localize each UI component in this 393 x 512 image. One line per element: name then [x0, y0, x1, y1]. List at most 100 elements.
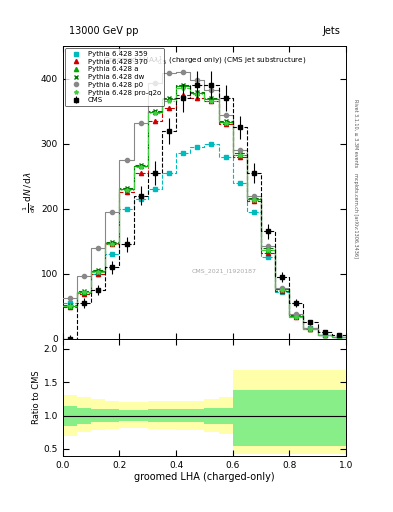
Pythia 6.428 dw	[167, 95, 171, 101]
Pythia 6.428 dw	[138, 162, 143, 168]
Pythia 6.428 pro-q2o	[223, 120, 228, 126]
Text: Jets: Jets	[322, 26, 340, 36]
Pythia 6.428 dw	[209, 95, 214, 101]
Pythia 6.428 370	[152, 118, 157, 124]
Pythia 6.428 a	[181, 83, 185, 90]
Pythia 6.428 370	[82, 291, 86, 297]
Pythia 6.428 pro-q2o	[181, 84, 185, 91]
Y-axis label: $\frac{1}{\mathrm{d}N}\,\mathrm{d}N\,/\,\mathrm{d}\lambda$: $\frac{1}{\mathrm{d}N}\,\mathrm{d}N\,/\,…	[21, 172, 38, 214]
Line: Pythia 6.428 370: Pythia 6.428 370	[68, 93, 341, 339]
Pythia 6.428 pro-q2o	[336, 334, 341, 340]
Pythia 6.428 370	[237, 154, 242, 160]
Pythia 6.428 359	[237, 180, 242, 186]
Pythia 6.428 p0	[308, 325, 313, 331]
Pythia 6.428 p0	[322, 332, 327, 338]
Pythia 6.428 pro-q2o	[195, 91, 200, 97]
Pythia 6.428 370	[167, 105, 171, 111]
Pythia 6.428 359	[266, 254, 270, 261]
Pythia 6.428 pro-q2o	[322, 332, 327, 338]
Pythia 6.428 p0	[223, 112, 228, 118]
Line: Pythia 6.428 a: Pythia 6.428 a	[68, 84, 341, 339]
Pythia 6.428 pro-q2o	[152, 110, 157, 116]
Pythia 6.428 a	[82, 289, 86, 295]
Pythia 6.428 pro-q2o	[124, 187, 129, 193]
Y-axis label: Ratio to CMS: Ratio to CMS	[32, 370, 41, 424]
Pythia 6.428 a	[68, 303, 72, 309]
Line: Pythia 6.428 p0: Pythia 6.428 p0	[68, 70, 341, 339]
Pythia 6.428 370	[336, 334, 341, 340]
Pythia 6.428 p0	[195, 77, 200, 83]
Pythia 6.428 a	[167, 96, 171, 102]
Pythia 6.428 p0	[209, 87, 214, 93]
Pythia 6.428 pro-q2o	[96, 269, 101, 275]
Pythia 6.428 359	[152, 186, 157, 192]
Pythia 6.428 359	[252, 209, 256, 215]
Pythia 6.428 pro-q2o	[209, 98, 214, 104]
Pythia 6.428 pro-q2o	[138, 164, 143, 170]
Pythia 6.428 p0	[237, 147, 242, 153]
Pythia 6.428 a	[195, 90, 200, 96]
Pythia 6.428 p0	[68, 294, 72, 301]
Legend: Pythia 6.428 359, Pythia 6.428 370, Pythia 6.428 a, Pythia 6.428 dw, Pythia 6.42: Pythia 6.428 359, Pythia 6.428 370, Pyth…	[65, 48, 164, 106]
Pythia 6.428 pro-q2o	[266, 247, 270, 253]
Pythia 6.428 370	[138, 170, 143, 176]
Pythia 6.428 370	[110, 241, 115, 247]
Pythia 6.428 a	[336, 334, 341, 340]
Pythia 6.428 pro-q2o	[308, 326, 313, 332]
Pythia 6.428 370	[68, 304, 72, 310]
Pythia 6.428 dw	[322, 332, 327, 338]
Pythia 6.428 pro-q2o	[167, 98, 171, 104]
Pythia 6.428 dw	[96, 267, 101, 273]
Pythia 6.428 p0	[280, 285, 285, 291]
Pythia 6.428 dw	[266, 245, 270, 251]
Pythia 6.428 370	[209, 98, 214, 104]
Pythia 6.428 pro-q2o	[68, 303, 72, 309]
Pythia 6.428 a	[209, 96, 214, 102]
Text: CMS_2021_I1920187: CMS_2021_I1920187	[192, 268, 257, 274]
Pythia 6.428 359	[82, 290, 86, 296]
Pythia 6.428 a	[308, 326, 313, 332]
Pythia 6.428 p0	[82, 272, 86, 279]
Pythia 6.428 dw	[181, 82, 185, 88]
Pythia 6.428 a	[266, 246, 270, 252]
Pythia 6.428 370	[308, 326, 313, 332]
Pythia 6.428 359	[195, 144, 200, 150]
Pythia 6.428 359	[336, 334, 341, 340]
Pythia 6.428 dw	[308, 325, 313, 331]
Pythia 6.428 359	[124, 205, 129, 211]
Pythia 6.428 359	[138, 196, 143, 202]
Pythia 6.428 dw	[336, 334, 341, 340]
X-axis label: groomed LHA (charged-only): groomed LHA (charged-only)	[134, 472, 275, 482]
Pythia 6.428 p0	[336, 334, 341, 340]
Pythia 6.428 a	[110, 240, 115, 246]
Pythia 6.428 dw	[124, 185, 129, 191]
Pythia 6.428 dw	[82, 288, 86, 294]
Pythia 6.428 359	[110, 251, 115, 257]
Pythia 6.428 p0	[252, 193, 256, 199]
Pythia 6.428 a	[124, 186, 129, 192]
Pythia 6.428 a	[152, 110, 157, 116]
Pythia 6.428 370	[181, 92, 185, 98]
Pythia 6.428 pro-q2o	[280, 287, 285, 293]
Pythia 6.428 dw	[152, 108, 157, 114]
Pythia 6.428 a	[280, 286, 285, 292]
Pythia 6.428 p0	[138, 120, 143, 126]
Pythia 6.428 370	[96, 270, 101, 276]
Pythia 6.428 dw	[294, 312, 299, 318]
Pythia 6.428 dw	[237, 151, 242, 157]
Pythia 6.428 359	[209, 140, 214, 146]
Pythia 6.428 359	[181, 151, 185, 157]
Pythia 6.428 dw	[68, 303, 72, 309]
Pythia 6.428 pro-q2o	[237, 152, 242, 158]
Pythia 6.428 a	[223, 119, 228, 125]
Pythia 6.428 370	[223, 121, 228, 127]
Pythia 6.428 a	[138, 163, 143, 169]
Pythia 6.428 359	[280, 289, 285, 295]
Pythia 6.428 359	[294, 313, 299, 319]
Pythia 6.428 a	[96, 268, 101, 274]
Pythia 6.428 370	[195, 95, 200, 101]
Pythia 6.428 359	[167, 170, 171, 176]
Pythia 6.428 359	[68, 300, 72, 306]
Text: 13000 GeV pp: 13000 GeV pp	[68, 26, 138, 36]
Text: Groomed LHA$\lambda^1_{0.5}$ (charged only) (CMS jet substructure): Groomed LHA$\lambda^1_{0.5}$ (charged on…	[103, 55, 306, 68]
